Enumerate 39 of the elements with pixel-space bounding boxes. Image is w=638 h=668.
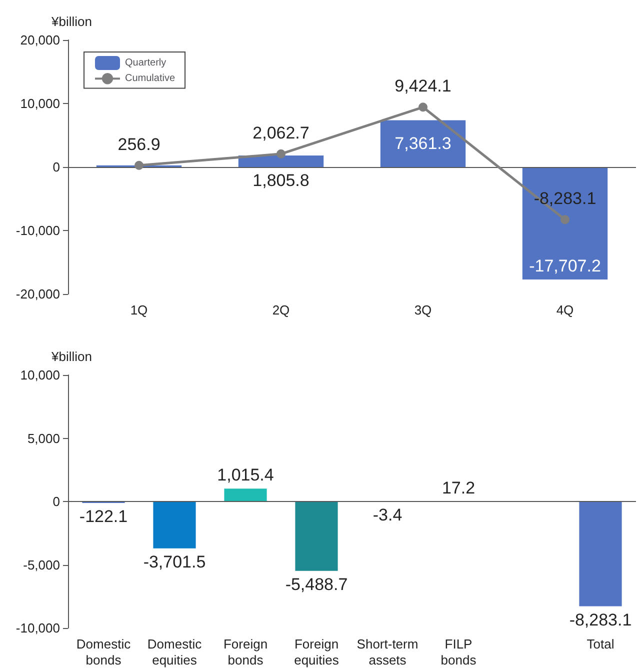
x-tick-label: Domestic bonds <box>76 636 132 668</box>
y-tick-label: 0 <box>52 494 60 509</box>
x-tick-label: FILP bonds <box>440 636 477 668</box>
x-tick-label: 2Q <box>272 302 290 318</box>
y-tick-label: -10,000 <box>16 620 60 636</box>
data-label: 2,062.7 <box>252 123 310 142</box>
x-tick-label: 4Q <box>556 302 574 318</box>
data-label: -17,707.2 <box>529 256 601 276</box>
y-tick-label: 0 <box>52 160 60 174</box>
data-label: -3.4 <box>372 506 402 525</box>
y-tick-label: 10,000 <box>20 368 60 382</box>
y-tick-label: -10,000 <box>16 223 60 238</box>
data-label: 7,361.3 <box>394 134 452 154</box>
data-label: 1,805.8 <box>252 171 310 190</box>
x-tick-label: Total <box>586 636 614 652</box>
data-label: -122.1 <box>79 507 128 526</box>
data-label: -8,283.1 <box>569 610 632 630</box>
legend-label: Quarterly <box>125 58 166 68</box>
x-tick-label: Domestic equities <box>147 636 202 668</box>
data-label: -5,488.7 <box>285 574 348 594</box>
data-label: 9,424.1 <box>394 76 452 96</box>
y-tick-label: 10,000 <box>20 96 60 111</box>
y-axis-title: ¥billion <box>50 14 92 29</box>
y-tick-label: -5,000 <box>23 557 60 572</box>
data-label: 256.9 <box>118 134 160 154</box>
x-tick-label: Short-term assets <box>356 636 418 668</box>
x-tick-label: Foreign equities <box>294 636 340 668</box>
y-tick-label: -20,000 <box>16 286 60 302</box>
data-label: 1,015.4 <box>217 466 274 485</box>
data-label: 17.2 <box>442 478 476 498</box>
data-label: -3,701.5 <box>143 552 206 572</box>
y-axis-title: ¥billion <box>50 349 92 364</box>
data-label: -8,283.1 <box>534 189 596 208</box>
legend-label: Cumulative <box>125 73 176 84</box>
x-tick-label: 1Q <box>130 302 148 318</box>
y-tick-label: 5,000 <box>27 430 60 446</box>
x-tick-label: Foreign bonds <box>223 636 268 668</box>
y-tick-label: 20,000 <box>20 32 60 48</box>
x-tick-label: 3Q <box>414 302 432 318</box>
